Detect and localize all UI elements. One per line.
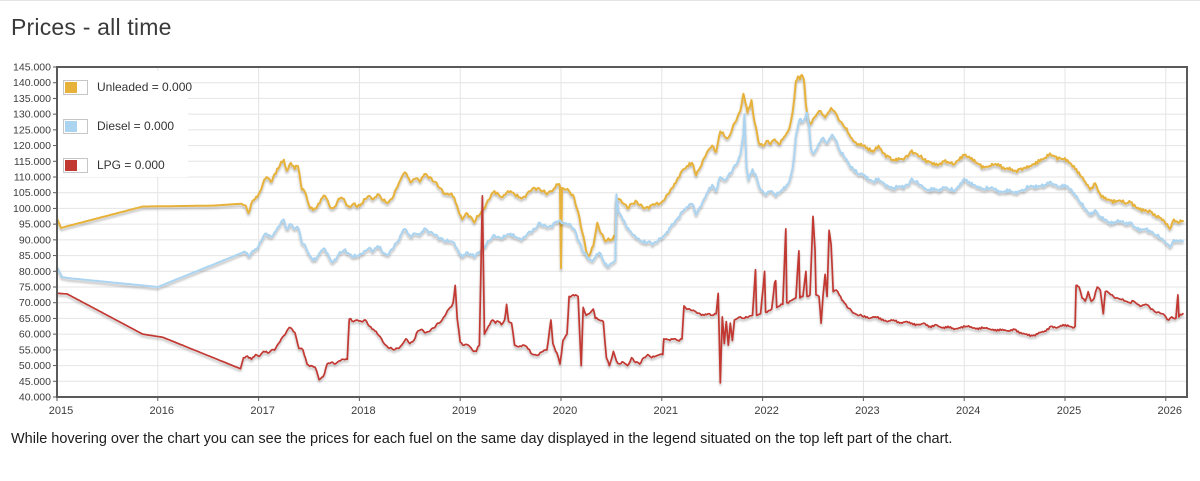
y-axis-label: 50.000 — [19, 360, 51, 372]
y-axis-label: 65.000 — [19, 313, 51, 325]
y-axis-label: 40.000 — [19, 392, 51, 404]
legend-label-unleaded: Unleaded = 0.000 — [97, 80, 193, 94]
y-axis-label: 45.000 — [19, 376, 51, 388]
y-axis-label: 115.000 — [14, 156, 51, 168]
y-axis-label: 85.000 — [19, 250, 51, 262]
x-axis-label: 2021 — [654, 405, 678, 417]
y-axis-label: 90.000 — [19, 234, 51, 246]
series-line-diesel — [56, 111, 1184, 288]
x-axis-label: 2020 — [553, 405, 577, 417]
y-axis-label: 130.000 — [13, 109, 51, 121]
x-axis-label: 2022 — [754, 405, 778, 417]
legend-item-diesel: Diesel = 0.000 — [63, 118, 174, 134]
chart-legend: Unleaded = 0.000 Diesel = 0.000 LPG = 0.00… — [58, 71, 192, 177]
y-axis-label: 80.000 — [19, 266, 51, 278]
legend-swatch-color-diesel — [65, 120, 77, 132]
legend-swatch-diesel — [63, 118, 88, 134]
legend-label-lpg: LPG = 0.000 — [97, 158, 165, 172]
legend-swatch-color-lpg — [65, 159, 77, 171]
y-axis-label: 140.000 — [13, 77, 51, 89]
x-axis-label: 2018 — [351, 405, 375, 417]
page-title: Prices - all time — [11, 14, 172, 40]
legend-label-diesel: Diesel = 0.000 — [97, 119, 175, 133]
x-axis-label: 2026 — [1158, 405, 1182, 417]
price-history-chart[interactable]: 145.000 140.000 135.000 130.000 125.000 120.0… — [0, 61, 1200, 423]
y-axis-label: 105.000 — [13, 187, 51, 199]
x-axis-label: 2019 — [452, 405, 476, 417]
x-axis-label: 2015 — [49, 405, 73, 417]
x-axis-label: 2016 — [150, 405, 174, 417]
chart-hint-text: While hovering over the chart you can se… — [11, 431, 953, 447]
y-axis-label: 75.000 — [19, 282, 51, 294]
y-axis-label: 60.000 — [19, 329, 51, 341]
y-axis-label: 100.000 — [13, 203, 51, 215]
series-line-unleaded — [56, 73, 1184, 270]
y-axis-label: 55.000 — [19, 344, 51, 356]
legend-item-unleaded: Unleaded = 0.000 — [63, 79, 192, 95]
plot-border — [56, 66, 1188, 398]
x-axis-label: 2017 — [250, 405, 274, 417]
y-axis-label: 135.000 — [13, 93, 51, 105]
legend-swatch-color-unleaded — [65, 81, 77, 93]
chart-canvas[interactable]: 145.000 140.000 135.000 130.000 125.000 120.0… — [0, 61, 1200, 423]
x-axis-label: 2024 — [956, 405, 980, 417]
y-axis-label: 95.000 — [19, 219, 51, 231]
y-axis-label: 70.000 — [19, 297, 51, 309]
y-axis-label: 145.000 — [13, 62, 51, 74]
x-axis-label: 2025 — [1057, 405, 1081, 417]
legend-swatch-lpg — [63, 157, 88, 173]
y-axis-label: 125.000 — [13, 124, 51, 136]
y-axis-label: 110.000 — [14, 172, 51, 184]
y-axis-label: 120.000 — [13, 140, 51, 152]
legend-swatch-unleaded — [63, 79, 88, 95]
legend-item-lpg: LPG = 0.000 — [63, 157, 165, 173]
series-line-lpg — [56, 195, 1184, 384]
x-axis-label: 2023 — [855, 405, 879, 417]
